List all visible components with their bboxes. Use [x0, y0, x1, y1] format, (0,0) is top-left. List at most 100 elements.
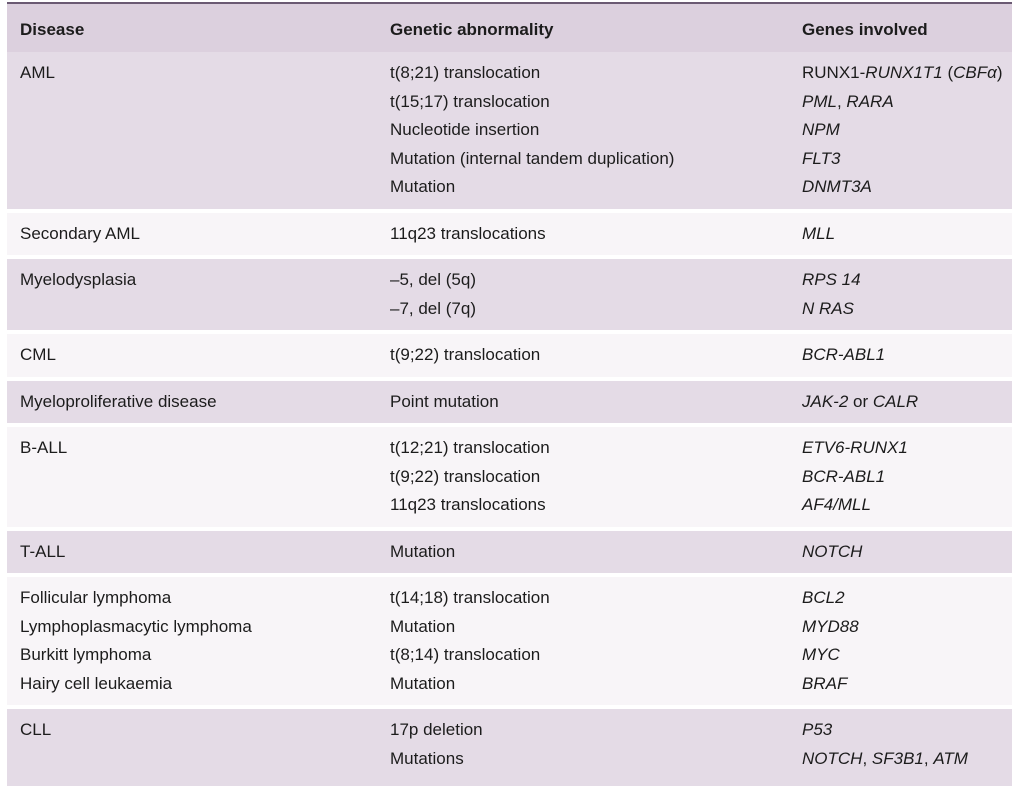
- disease-cell: Secondary AML: [20, 220, 380, 249]
- disease-cell: Myelodysplasia: [20, 266, 380, 295]
- abnormality-text: Mutation (internal tandem duplication): [390, 148, 675, 168]
- gene-name: RPS 14: [802, 270, 861, 289]
- genes-cell: P53 NOTCH, SF3B1, ATM: [802, 716, 1012, 773]
- disease-text: Burkitt lymphoma: [20, 645, 152, 664]
- genes-text: ETV6-RUNX1: [802, 434, 1012, 463]
- gene-name: ATM: [933, 748, 968, 768]
- abnormality-text: Mutation: [390, 541, 456, 561]
- abnormality-text: Point mutation: [390, 391, 499, 411]
- row-separator: [7, 705, 1012, 709]
- abnormality-text: –5, del (5q): [390, 270, 476, 289]
- header-disease: Disease: [20, 20, 85, 39]
- gene-name: RARA: [846, 91, 894, 111]
- table-row: CML t(9;22) translocation BCR-ABL1: [7, 334, 1012, 377]
- genes-cell: NOTCH: [802, 538, 1012, 567]
- row-separator: [7, 255, 1012, 259]
- genes-cell: RUNX1-RUNX1T1 (CBFα) PML, RARA NPM FLT3 DNMT…: [802, 59, 1012, 202]
- genes-text: RPS 14: [802, 266, 1012, 295]
- gene-name: PML: [802, 91, 837, 111]
- genes-text: NPM: [802, 116, 1012, 145]
- genes-text: DNMT3A: [802, 173, 1012, 202]
- table-top-rule: [7, 2, 1012, 4]
- genes-text: BRAF: [802, 670, 1012, 699]
- abnormality-cell: t(12;21) translocation t(9;22) translocat…: [390, 434, 790, 520]
- table-row: Myeloproliferative disease Point mutation…: [7, 380, 1012, 423]
- abnormality-text: t(9;22) translocation: [390, 466, 541, 486]
- genes-text: BCL2: [802, 584, 1012, 613]
- abnormality-text: t(8;14) translocation: [390, 645, 541, 664]
- abnormality-text: Mutation: [390, 673, 456, 693]
- genes-text: NOTCH, SF3B1, ATM: [802, 745, 1012, 774]
- table-row: T-ALL Mutation NOTCH: [7, 530, 1012, 573]
- disease-text: Hairy cell leukaemia: [20, 673, 173, 693]
- genes-text: FLT3: [802, 145, 1012, 174]
- gene-name: BRAF: [802, 673, 848, 693]
- abnormality-cell: Mutation: [390, 538, 790, 567]
- gene-connector: ,: [836, 91, 847, 111]
- table-row: CLL 17p deletion Mutations P53 NOTCH, SF3B1,…: [7, 709, 1012, 780]
- genes-text: NOTCH: [802, 538, 1012, 567]
- disease-text: CML: [20, 345, 56, 364]
- genes-text: BCR-ABL1: [802, 463, 1012, 492]
- row-separator: [7, 423, 1012, 427]
- genes-cell: MLL: [802, 220, 1012, 249]
- genes-cell: JAK-2 or CALR: [802, 388, 1012, 417]
- genes-text: PML, RARA: [802, 88, 1012, 117]
- abnormality-text: 17p deletion: [390, 720, 483, 739]
- genes-cell: BCL2 MYD88 MYC BRAF: [802, 584, 1012, 698]
- page: Disease Genetic abnormality Genes involv…: [7, 2, 1012, 786]
- gene-name: ETV6-RUNX1: [802, 438, 908, 457]
- genes-cell: ETV6-RUNX1 BCR-ABL1 AF4/MLL: [802, 434, 1012, 520]
- gene-name: NPM: [802, 120, 840, 139]
- table-row: Myelodysplasia –5, del (5q) –7, del (7q) RP…: [7, 259, 1012, 330]
- abnormality-cell: t(8;21) translocation t(15;17) translocat…: [390, 59, 790, 202]
- gene-name: JAK-2: [802, 391, 849, 411]
- genes-text: MLL: [802, 220, 1012, 249]
- table-body: AML t(8;21) translocation t(15;17) translo…: [7, 52, 1012, 780]
- disease-cell: B-ALL: [20, 434, 380, 463]
- gene-name: AF4/MLL: [802, 495, 871, 514]
- abnormality-text: t(14;18) translocation: [390, 588, 550, 607]
- gene-name: FLT3: [802, 148, 841, 168]
- gene-name: SF3B1: [871, 748, 924, 768]
- gene-connector: ,: [862, 748, 872, 768]
- genes-cell: RPS 14 N RAS: [802, 266, 1012, 323]
- genes-text: MYD88: [802, 613, 1012, 642]
- disease-text: Secondary AML: [20, 223, 141, 243]
- table-row: AML t(8;21) translocation t(15;17) translo…: [7, 52, 1012, 209]
- abnormality-text: 11q23 translocations: [390, 223, 546, 243]
- table-bottom-strip: [7, 780, 1012, 786]
- abnormality-cell: 17p deletion Mutations: [390, 716, 790, 773]
- table-row: B-ALL t(12;21) translocation t(9;22) trans…: [7, 427, 1012, 527]
- gene-name: DNMT3A: [802, 177, 872, 196]
- gene-name: MYD88: [802, 616, 859, 636]
- genes-text: AF4/MLL: [802, 491, 1012, 520]
- abnormality-text: –7, del (7q): [390, 298, 476, 318]
- gene-connector: or: [848, 391, 873, 411]
- gene-connector: ): [996, 63, 1003, 82]
- disease-text: Lymphoplasmacytic lymphoma: [20, 616, 252, 636]
- disease-text: CLL: [20, 720, 52, 739]
- header-abnormality: Genetic abnormality: [390, 20, 554, 39]
- abnormality-cell: 11q23 translocations: [390, 220, 790, 249]
- abnormality-cell: t(14;18) translocation Mutation t(8;14) tr…: [390, 584, 790, 698]
- abnormality-text: Mutations: [390, 748, 464, 768]
- abnormality-cell: –5, del (5q) –7, del (7q): [390, 266, 790, 323]
- disease-text: B-ALL: [20, 438, 68, 457]
- gene-name: P53: [802, 720, 833, 739]
- disease-text: Myeloproliferative disease: [20, 391, 217, 411]
- row-separator: [7, 330, 1012, 334]
- abnormality-text: t(12;21) translocation: [390, 438, 550, 457]
- genes-cell: BCR-ABL1: [802, 341, 1012, 370]
- genes-text: N RAS: [802, 295, 1012, 324]
- gene-connector: RUNX1-: [802, 63, 866, 82]
- genes-text: MYC: [802, 641, 1012, 670]
- abnormality-text: Mutation: [390, 616, 456, 636]
- row-separator: [7, 376, 1012, 381]
- table-header: Disease Genetic abnormality Genes involv…: [7, 4, 1012, 52]
- abnormality-text: t(9;22) translocation: [390, 345, 541, 364]
- abnormality-text: t(15;17) translocation: [390, 91, 550, 111]
- table-row: Follicular lymphoma Lymphoplasmacytic lym…: [7, 577, 1012, 705]
- gene-name: CBFα: [953, 63, 997, 82]
- disease-text: Follicular lymphoma: [20, 588, 172, 607]
